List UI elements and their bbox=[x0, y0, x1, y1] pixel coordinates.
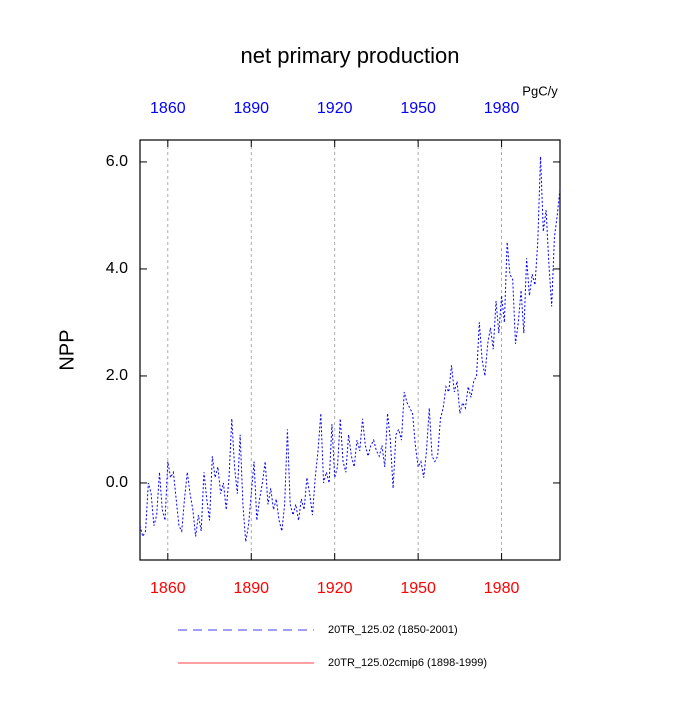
chart-title: net primary production bbox=[241, 43, 460, 68]
x-top-tick-label: 1860 bbox=[150, 100, 186, 117]
y-tick-label: 0.0 bbox=[106, 474, 128, 491]
plot-frame bbox=[139, 139, 561, 561]
data-line bbox=[139, 156, 561, 542]
x-tick-label: 1950 bbox=[400, 580, 436, 597]
legend-label: 20TR_125.02 (1850-2001) bbox=[328, 624, 458, 636]
x-top-tick-label: 1920 bbox=[317, 100, 353, 117]
x-tick-label: 1890 bbox=[233, 580, 269, 597]
x-tick-label: 1980 bbox=[484, 580, 520, 597]
y-tick-label: 6.0 bbox=[106, 153, 128, 170]
units-label: PgC/y bbox=[522, 83, 558, 98]
y-tick-label: 4.0 bbox=[106, 260, 128, 277]
legend-label: 20TR_125.02cmip6 (1898-1999) bbox=[328, 657, 487, 669]
x-top-tick-label: 1950 bbox=[400, 100, 436, 117]
x-tick-label: 1860 bbox=[150, 580, 186, 597]
x-top-tick-label: 1980 bbox=[484, 100, 520, 117]
y-axis-label: NPP bbox=[56, 329, 78, 370]
x-top-tick-label: 1890 bbox=[233, 100, 269, 117]
y-tick-label: 2.0 bbox=[106, 367, 128, 384]
x-tick-label: 1920 bbox=[317, 580, 353, 597]
